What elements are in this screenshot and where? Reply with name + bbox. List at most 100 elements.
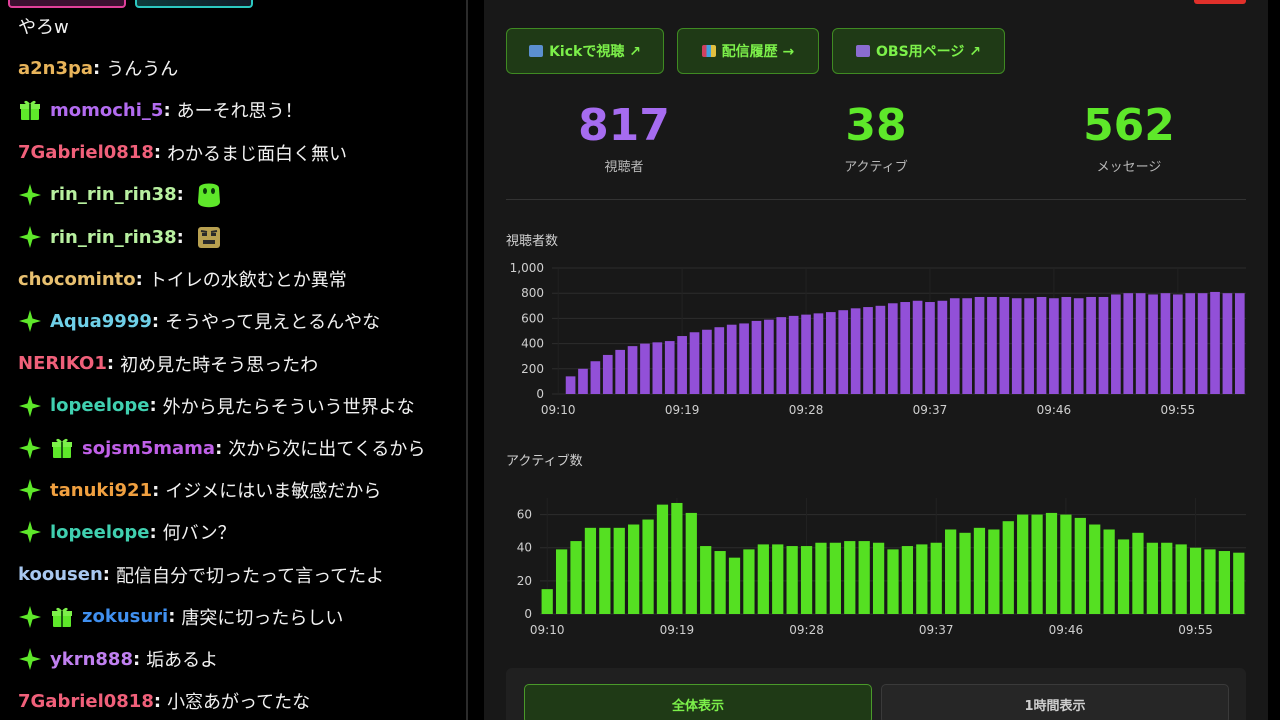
bar [900, 302, 911, 394]
green-blob-emote [197, 183, 220, 208]
bar-chart-icon [701, 45, 716, 57]
chat-username[interactable]: a2n3pa [18, 57, 94, 79]
sparkle-badge-icon [19, 521, 41, 544]
top-badge-pink[interactable] [8, 0, 126, 8]
chat-separator: : [132, 648, 141, 670]
angry-face-emote [197, 227, 220, 248]
chat-text: そうやって見えとるんやな [165, 312, 381, 334]
bar [844, 541, 856, 614]
x-tick-label: 09:28 [789, 623, 824, 637]
bar [772, 544, 784, 614]
x-tick-label: 09:55 [1178, 623, 1213, 637]
gift-badge-icon [52, 438, 72, 458]
chat-username[interactable]: zokusuri [82, 606, 169, 628]
bar [656, 504, 669, 614]
chat-username[interactable]: rin_rin_rin38 [50, 184, 177, 206]
bar [1117, 539, 1130, 614]
chat-separator: : [135, 268, 143, 290]
chat-message: a2n3pa: うんうん [18, 53, 178, 83]
panel-divider [466, 0, 468, 720]
corner-indicator [1194, 0, 1246, 4]
x-tick-label: 09:37 [919, 623, 954, 637]
x-tick-label: 09:46 [1049, 623, 1084, 637]
stat-active: 38 アクティブ [756, 98, 996, 175]
chat-text: あーそれ思う！ [176, 101, 303, 123]
bar [1049, 298, 1059, 394]
x-tick-label: 09:37 [913, 403, 948, 417]
gift-badge-icon [20, 101, 40, 121]
bar [1045, 512, 1058, 614]
chat-separator: : [102, 564, 110, 586]
bar [916, 544, 928, 614]
chat-username[interactable]: rin_rin_rin38 [50, 226, 177, 248]
bar [578, 368, 588, 394]
bar [887, 549, 899, 614]
chat-separator: : [149, 395, 157, 417]
chat-separator: : [93, 57, 101, 79]
bar [1210, 291, 1220, 394]
bar [1017, 514, 1029, 614]
bar [863, 307, 873, 394]
stat-viewers: 817 視聴者 [504, 98, 744, 175]
chat-text: 外から見たらそういう世界よな [162, 396, 415, 418]
chat-text: 次から次に出てくるから [228, 439, 426, 460]
y-tick-label: 200 [521, 362, 544, 376]
chat-message: koousen: 配信自分で切ったって言ってたよ [18, 560, 384, 590]
chat-username[interactable]: lopeelope [50, 521, 150, 543]
bar [1002, 521, 1014, 614]
bar [1160, 293, 1171, 394]
chat-separator: : [163, 99, 171, 121]
bar [1197, 293, 1208, 394]
chat-username[interactable]: ykrn888 [50, 648, 133, 670]
chat-separator: : [176, 184, 184, 206]
bar [788, 315, 799, 394]
chat-separator: : [215, 437, 223, 459]
chat-username[interactable]: NERIKO1 [18, 353, 107, 375]
chat-message: chocominto: トイレの水飲むとか異常 [18, 264, 347, 294]
bar [1161, 542, 1173, 614]
bar [1111, 294, 1121, 394]
bar [640, 343, 650, 394]
chat-username[interactable]: Aqua9999 [50, 310, 152, 332]
y-tick-label: 40 [517, 541, 532, 555]
viewers-chart: 0 200 400 600 800 1,000 09:10 09:19 09:28 09:37 09… [510, 261, 1246, 417]
y-tick-label: 20 [517, 574, 532, 588]
chat-username[interactable]: 7Gabriel0818 [18, 142, 154, 164]
bar [930, 542, 942, 614]
sparkle-badge-icon [19, 226, 41, 248]
top-badge-teal[interactable] [135, 0, 253, 8]
chat-message: ykrn888: 垢あるよ [18, 644, 218, 674]
show-hour-button[interactable]: 1時間表示 [881, 684, 1229, 720]
bar [912, 300, 923, 394]
chat-text: やろw [18, 17, 69, 38]
bar [602, 354, 613, 394]
bar [1098, 296, 1109, 394]
kick-watch-button[interactable]: Kickで視聴 ↗ [506, 28, 664, 74]
chat-username[interactable]: chocominto [18, 268, 136, 290]
bar [872, 542, 885, 614]
chat-separator: : [176, 226, 184, 248]
bar [652, 342, 663, 394]
show-all-button[interactable]: 全体表示 [524, 684, 872, 720]
bar [988, 529, 1000, 614]
chat-username[interactable]: lopeelope [50, 395, 150, 417]
bar [974, 296, 985, 394]
stream-history-label: 配信履歴 → [721, 44, 795, 60]
bar [1218, 551, 1231, 614]
sparkle-badge-icon [19, 479, 41, 502]
viewers-count: 817 [578, 100, 670, 151]
chat-username[interactable]: 7Gabriel0818 [18, 690, 154, 712]
chat-username[interactable]: koousen [18, 564, 103, 586]
bar [677, 336, 687, 394]
chat-username[interactable]: momochi_5 [50, 99, 164, 121]
bar [671, 502, 683, 614]
stream-history-button[interactable]: 配信履歴 → [677, 28, 819, 74]
obs-page-button[interactable]: OBS用ページ ↗ [832, 28, 1005, 74]
bar [829, 542, 841, 614]
bar [999, 296, 1010, 394]
chat-username[interactable]: sojsm5mama [82, 437, 216, 459]
chat-separator: : [153, 142, 162, 164]
chat-username[interactable]: tanuki921 [50, 479, 153, 501]
y-tick-label: 800 [521, 286, 544, 300]
chat-text: 垢あるよ [146, 650, 219, 671]
